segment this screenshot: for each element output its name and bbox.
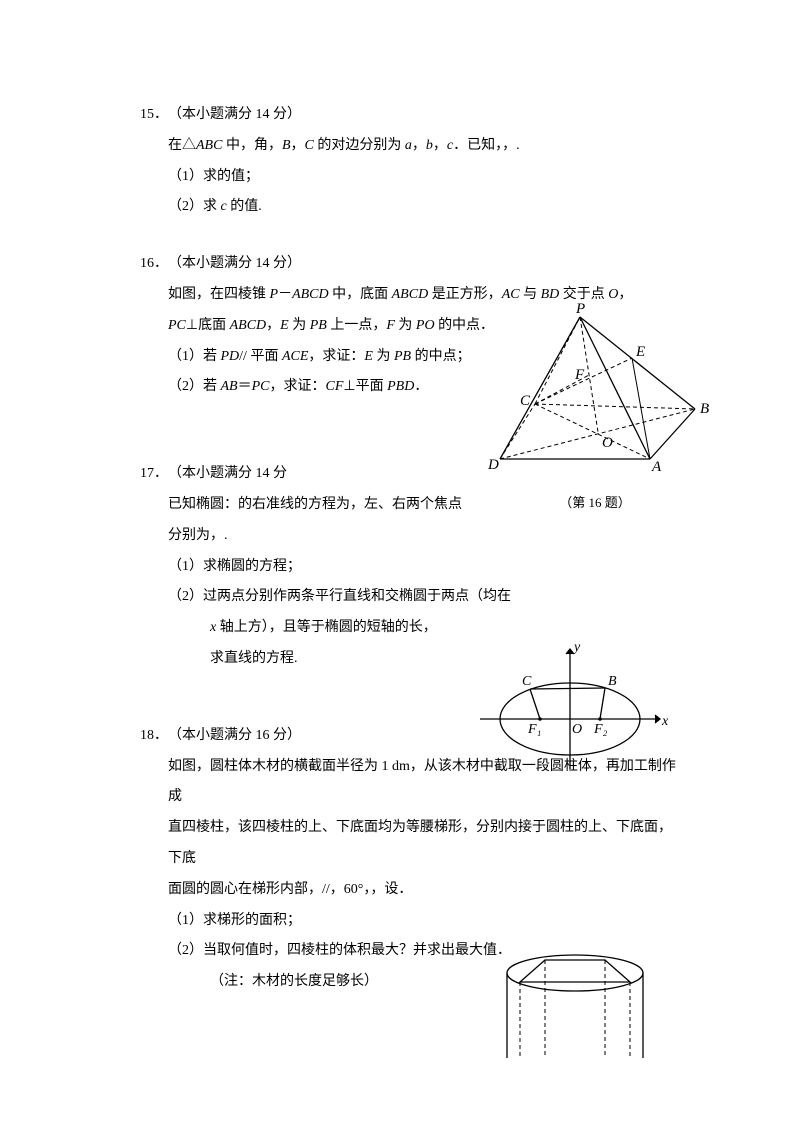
q18-points: （本小题满分 16 分）: [168, 721, 301, 752]
svg-text:P: P: [575, 301, 585, 317]
question-16: 16． （本小题满分 14 分） 如图，在四棱锥 P－ABCD 中，底面 ABC…: [140, 249, 680, 403]
svg-text:C: C: [522, 674, 532, 689]
q17-line2: 分别为，.: [168, 521, 680, 552]
svg-text:F: F: [574, 367, 585, 383]
q18-figure: [490, 948, 660, 1058]
q17-number: 17．: [140, 459, 168, 490]
q18-number: 18．: [140, 721, 168, 752]
svg-text:B: B: [608, 674, 617, 689]
q15-sub1: （1）求的值；: [168, 162, 680, 193]
svg-text:E: E: [635, 344, 645, 360]
question-18: 18． （本小题满分 16 分） 如图，圆柱体木材的横截面半径为 1 dm，从该…: [140, 721, 680, 998]
q15-line1: 在△ABC 中，角，B，C 的对边分别为 a，b，c．已知，，.: [168, 131, 680, 162]
q18-line3: 面圆的圆心在梯形内部，//，60°，，设．: [168, 875, 680, 906]
q17-sub2a: （2）过两点分别作两条平行直线和交椭圆于两点（均在: [168, 582, 680, 613]
q16-points: （本小题满分 14 分）: [168, 249, 301, 280]
q18-line1: 如图，圆柱体木材的横截面半径为 1 dm，从该木材中截取一段圆柱体，再加工制作成: [168, 752, 680, 814]
q15-sub2: （2）求 c 的值.: [168, 192, 680, 223]
q15-points: （本小题满分 14 分）: [168, 100, 301, 131]
q15-number: 15．: [140, 100, 168, 131]
q17-sub1: （1）求椭圆的方程；: [168, 552, 680, 583]
svg-text:y: y: [572, 640, 581, 655]
q18-sub1: （1）求梯形的面积；: [168, 906, 680, 937]
question-15: 15． （本小题满分 14 分） 在△ABC 中，角，B，C 的对边分别为 a，…: [140, 100, 680, 223]
q17-line1: 已知椭圆：的右准线的方程为，左、右两个焦点: [168, 490, 680, 521]
svg-text:C: C: [520, 393, 531, 409]
q17-points: （本小题满分 14 分: [168, 459, 287, 490]
question-17: 17． （本小题满分 14 分 已知椭圆：的右准线的方程为，左、右两个焦点 分别…: [140, 459, 680, 675]
q18-line2: 直四棱柱，该四棱柱的上、下底面均为等腰梯形，分别内接于圆柱的上、下底面，下底: [168, 813, 680, 875]
svg-text:O: O: [602, 435, 613, 451]
q16-number: 16．: [140, 249, 168, 280]
svg-text:B: B: [700, 401, 709, 417]
